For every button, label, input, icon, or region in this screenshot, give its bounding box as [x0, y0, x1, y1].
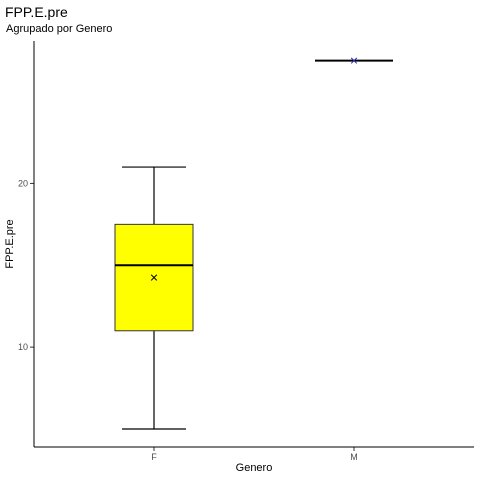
box-group-F [114, 166, 194, 430]
box-group-M [315, 57, 393, 64]
y-axis-title: FPP.E.pre [4, 219, 16, 268]
y-tick-label: 20 [18, 178, 28, 188]
mean-marker [150, 274, 158, 281]
mean-marker-stroke [350, 57, 358, 64]
chart-subtitle: Agrupado por Genero [6, 23, 112, 35]
chart-title: FPP.E.pre [5, 4, 68, 20]
mean-marker [350, 57, 358, 64]
boxes-layer [114, 57, 393, 430]
y-tick-label: 10 [18, 342, 28, 352]
y-axis-ticks: 10 20 [18, 178, 34, 352]
x-tick-label: F [151, 452, 157, 462]
x-tick-label: M [350, 452, 358, 462]
x-axis-title: Genero [236, 462, 273, 474]
mean-marker-stroke [150, 274, 158, 281]
